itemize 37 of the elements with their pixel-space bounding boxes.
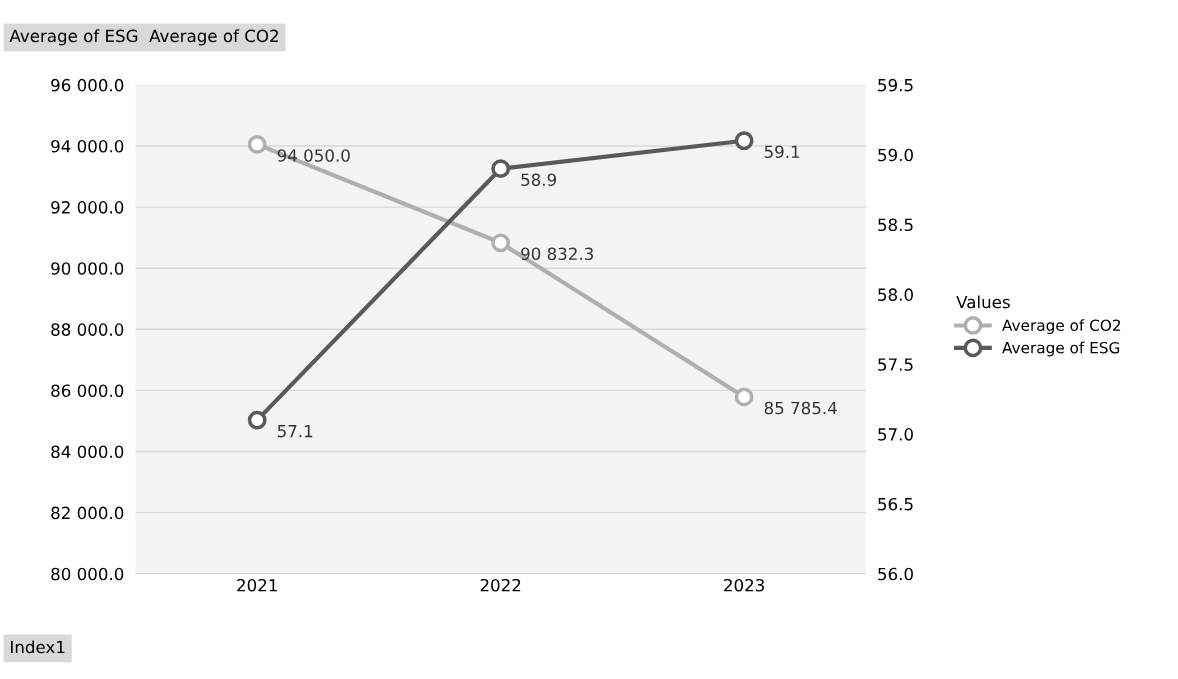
legend-label: Average of CO2 <box>1002 319 1121 334</box>
y2-tick-label: 57.0 <box>878 428 913 441</box>
y-tick-label: 86 000.0 <box>51 384 124 397</box>
point <box>247 135 267 154</box>
legend-label: Average of ESG <box>1002 341 1120 357</box>
y-tick-label: 82 000.0 <box>51 506 124 520</box>
point <box>491 233 511 253</box>
y2-tick-label: 59.5 <box>878 78 913 92</box>
y2-tick-label: 57.5 <box>878 358 913 371</box>
y2-tick-label: 56.0 <box>878 567 913 581</box>
point <box>247 410 267 430</box>
data-label: 90 832.3 <box>521 247 593 261</box>
chart-title: Average of ESG Average of CO2 <box>9 29 278 46</box>
point <box>491 159 511 179</box>
point <box>734 387 754 407</box>
y-tick-label: 96 000.0 <box>51 78 124 92</box>
data-label: 85 785.4 <box>764 401 837 415</box>
y2-tick-label: 56.5 <box>878 497 913 511</box>
data-label: 57.1 <box>277 425 313 438</box>
point <box>734 131 754 151</box>
legend-title: Values <box>956 295 1010 309</box>
data-label: 94 050.0 <box>277 149 350 162</box>
x-tick-label: 2023 <box>724 578 764 592</box>
y-tick-label: 92 000.0 <box>51 201 124 214</box>
y2-tick-label: 58.0 <box>878 288 913 301</box>
y-tick-label: 90 000.0 <box>51 262 124 275</box>
x-axis-title: Index1 <box>11 640 65 654</box>
y2-tick-label: 58.5 <box>878 218 913 232</box>
y2-tick-label: 59.0 <box>878 148 913 162</box>
data-label: 59.1 <box>764 145 800 159</box>
x-tick-label: 2021 <box>237 578 277 592</box>
x-tick-label: 2022 <box>480 578 521 592</box>
data-label: 58.9 <box>521 173 557 187</box>
y-tick-label: 88 000.0 <box>51 323 124 336</box>
y-tick-label: 94 000.0 <box>51 139 124 153</box>
y-tick-label: 80 000.0 <box>51 567 124 581</box>
y-tick-label: 84 000.0 <box>51 445 124 459</box>
